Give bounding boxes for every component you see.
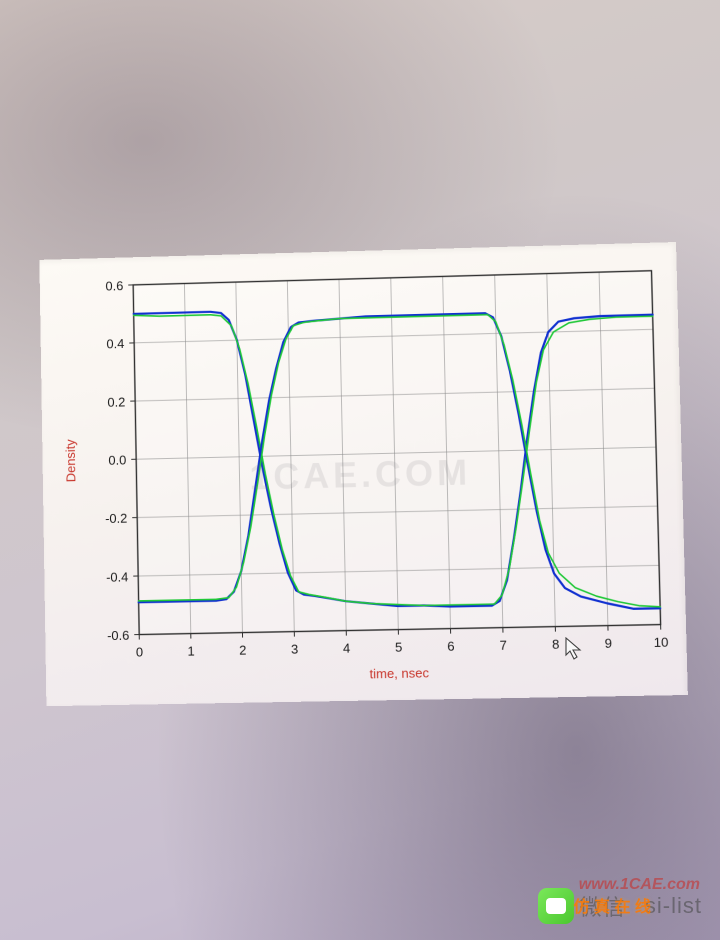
svg-text:0.4: 0.4 (106, 336, 124, 351)
svg-text:1: 1 (187, 643, 194, 658)
svg-text:-0.4: -0.4 (106, 569, 128, 585)
orange-watermark: 仿 真 在 线 (574, 893, 651, 917)
svg-text:5: 5 (395, 639, 403, 654)
si-list-label: si-list (645, 893, 702, 919)
svg-text:9: 9 (604, 636, 612, 651)
svg-text:7: 7 (499, 638, 507, 653)
svg-text:4: 4 (343, 640, 351, 655)
svg-text:Density: Density (63, 439, 79, 483)
chart-window: 0 1 2 3 4 5 6 7 8 9 10 -0.6 -0.4 -0.2 0.0 0.2 0.4 0.6 time… (39, 242, 687, 706)
photo-background: 0 1 2 3 4 5 6 7 8 9 10 -0.6 -0.4 -0.2 0.0 0.2 0.4 0.6 time… (0, 0, 720, 940)
svg-text:0: 0 (136, 644, 143, 659)
chart-svg: 0 1 2 3 4 5 6 7 8 9 10 -0.6 -0.4 -0.2 0.0 0.2 0.4 0.6 time… (39, 242, 687, 706)
svg-text:-0.6: -0.6 (107, 628, 129, 644)
svg-text:3: 3 (291, 641, 299, 656)
svg-text:10: 10 (654, 634, 669, 650)
svg-text:2: 2 (239, 642, 246, 657)
svg-text:0.2: 0.2 (107, 394, 125, 409)
bottom-watermark-row: 微信 仿 真 在 线 si-list (538, 888, 702, 924)
wechat-icon (538, 888, 574, 924)
svg-text:8: 8 (552, 637, 560, 652)
svg-text:-0.2: -0.2 (105, 511, 127, 527)
svg-text:0.0: 0.0 (108, 452, 126, 467)
svg-text:0.6: 0.6 (105, 278, 123, 293)
svg-text:time, nsec: time, nsec (369, 665, 429, 681)
svg-text:6: 6 (447, 639, 455, 654)
